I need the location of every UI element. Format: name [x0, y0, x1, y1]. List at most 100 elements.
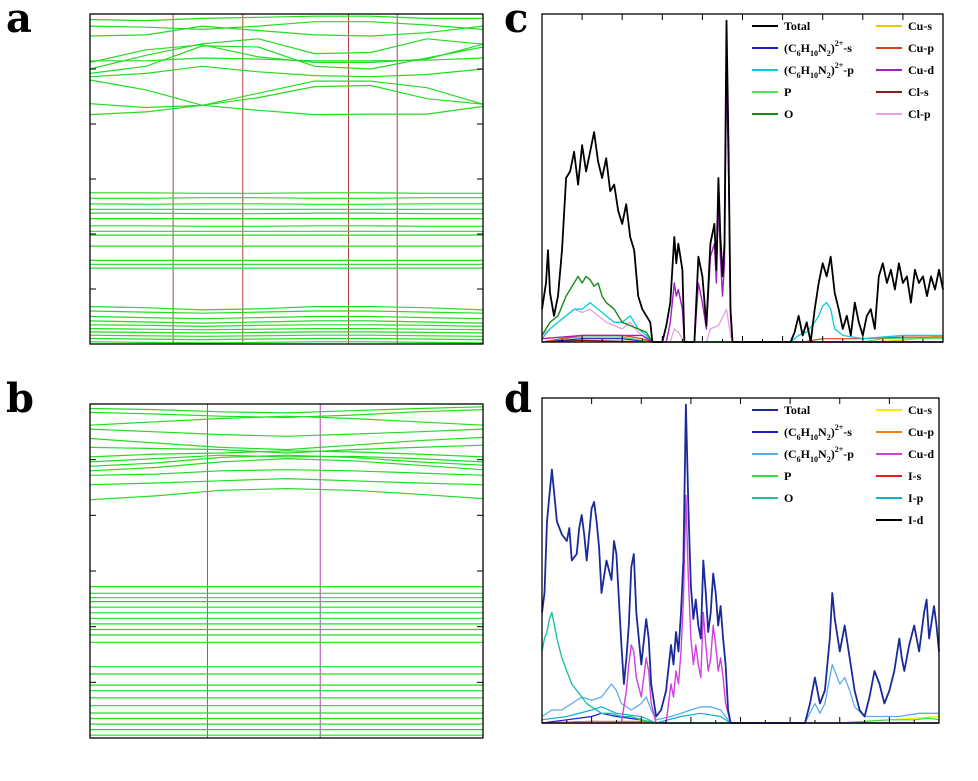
- band-line: [89, 65, 484, 78]
- legend-label-part: 2: [827, 455, 831, 464]
- legend-label-part: (C: [784, 41, 797, 55]
- band-line: [89, 328, 484, 331]
- band-line: [89, 454, 484, 467]
- legend-label: Cu-d: [908, 447, 934, 461]
- legend-label-part: (C: [784, 425, 797, 439]
- panel-letter-a: a: [6, 0, 32, 42]
- band-line: [89, 450, 484, 458]
- band-structure-a: [89, 13, 484, 345]
- legend-label-part: 2+: [835, 61, 844, 70]
- legend-label-part: 10: [810, 71, 818, 80]
- legend-label: Cu-p: [908, 425, 934, 439]
- legend-label-part: 10: [810, 455, 818, 464]
- panel-letter-d: d: [504, 375, 532, 422]
- dos-series-line: [541, 275, 943, 343]
- legend-label: I-p: [908, 491, 924, 505]
- band-structure-b: [89, 403, 484, 739]
- band-line: [89, 406, 484, 414]
- legend-label-part: (C: [784, 447, 797, 461]
- dos-plot-d: Total(C6H10N2)2+-s(C6H10N2)2+-pPOCu-sCu-…: [541, 397, 940, 724]
- dos-series-line: [542, 494, 939, 724]
- legend-label-part: -s: [843, 425, 852, 439]
- panel-letter-c: c: [504, 0, 528, 42]
- legend-label: Cu-s: [908, 19, 932, 33]
- legend-label: (C6H10N2)2+-p: [784, 61, 854, 80]
- legend-label-part: H: [801, 447, 811, 461]
- band-line: [89, 84, 484, 109]
- band-line: [89, 324, 484, 328]
- legend-label-part: ): [831, 425, 835, 439]
- band-line: [89, 477, 484, 486]
- band-line: [90, 212, 483, 215]
- legend-label-part: N: [818, 425, 827, 439]
- band-line: [89, 415, 484, 426]
- band-line: [89, 306, 484, 311]
- band-line: [89, 104, 484, 116]
- band-line: [89, 38, 484, 70]
- band-line: [89, 15, 483, 22]
- band-line: [89, 331, 484, 334]
- legend-label: Total: [784, 403, 811, 417]
- legend-label-part: -s: [843, 41, 852, 55]
- legend-label: Cu-d: [908, 63, 934, 77]
- legend-label: (C6H10N2)2+-s: [784, 423, 852, 442]
- legend-label: P: [784, 85, 791, 99]
- legend-label-part: ): [831, 63, 835, 77]
- band-line: [89, 310, 484, 314]
- legend-label-part: N: [818, 447, 827, 461]
- band-line: [89, 337, 484, 341]
- legend-label-part: -p: [843, 63, 854, 77]
- legend-label-part: 2+: [835, 423, 844, 432]
- band-line: [90, 197, 483, 199]
- legend-label-part: N: [818, 41, 827, 55]
- band-line: [89, 334, 484, 337]
- band-line: [90, 57, 484, 62]
- legend-label: Cu-s: [908, 403, 932, 417]
- legend-label-part: 10: [810, 433, 818, 442]
- legend-label: I-d: [908, 513, 924, 527]
- dos-series-line: [541, 611, 939, 724]
- dos-series-line: [541, 706, 939, 724]
- dos-series-line: [541, 301, 943, 343]
- band-line: [89, 428, 484, 437]
- legend-label: Cu-p: [908, 41, 934, 55]
- legend-label-part: 2+: [835, 445, 844, 454]
- band-line: [89, 444, 484, 454]
- legend-label-part: -p: [843, 447, 854, 461]
- band-line: [90, 225, 483, 227]
- legend-label: Cl-p: [908, 107, 931, 121]
- legend-label-part: ): [831, 41, 835, 55]
- dos-plot-c: Total(C6H10N2)2+-s(C6H10N2)2+-pPOCu-sCu-…: [541, 13, 944, 343]
- band-line: [89, 320, 484, 324]
- legend-label-part: 2+: [835, 39, 844, 48]
- legend-label-part: 6: [797, 71, 801, 80]
- legend-label-part: 2: [827, 71, 831, 80]
- dos-series-line: [541, 19, 944, 343]
- band-line: [90, 192, 483, 194]
- band-line: [89, 341, 484, 344]
- legend-label: Total: [784, 19, 811, 33]
- legend-label-part: 6: [797, 433, 801, 442]
- legend-label-part: H: [801, 425, 811, 439]
- legend-label-part: 2: [827, 49, 831, 58]
- legend-label-part: 10: [810, 49, 818, 58]
- band-line: [89, 203, 483, 205]
- band-line: [89, 409, 484, 419]
- band-line: [89, 457, 484, 472]
- legend-label: P: [784, 469, 791, 483]
- plot-frame: [89, 13, 484, 345]
- legend-label: I-s: [908, 469, 922, 483]
- legend-label-part: 6: [797, 49, 801, 58]
- legend-label: Cl-s: [908, 85, 929, 99]
- band-line: [89, 79, 484, 106]
- band-line: [89, 436, 484, 451]
- band-line: [89, 454, 484, 463]
- band-line: [89, 487, 484, 501]
- legend-label-part: ): [831, 447, 835, 461]
- legend-label-part: H: [801, 63, 811, 77]
- panel-letter-b: b: [6, 375, 34, 422]
- dos-series-line: [541, 403, 940, 724]
- legend-label-part: H: [801, 41, 811, 55]
- legend-label: (C6H10N2)2+-p: [784, 445, 854, 464]
